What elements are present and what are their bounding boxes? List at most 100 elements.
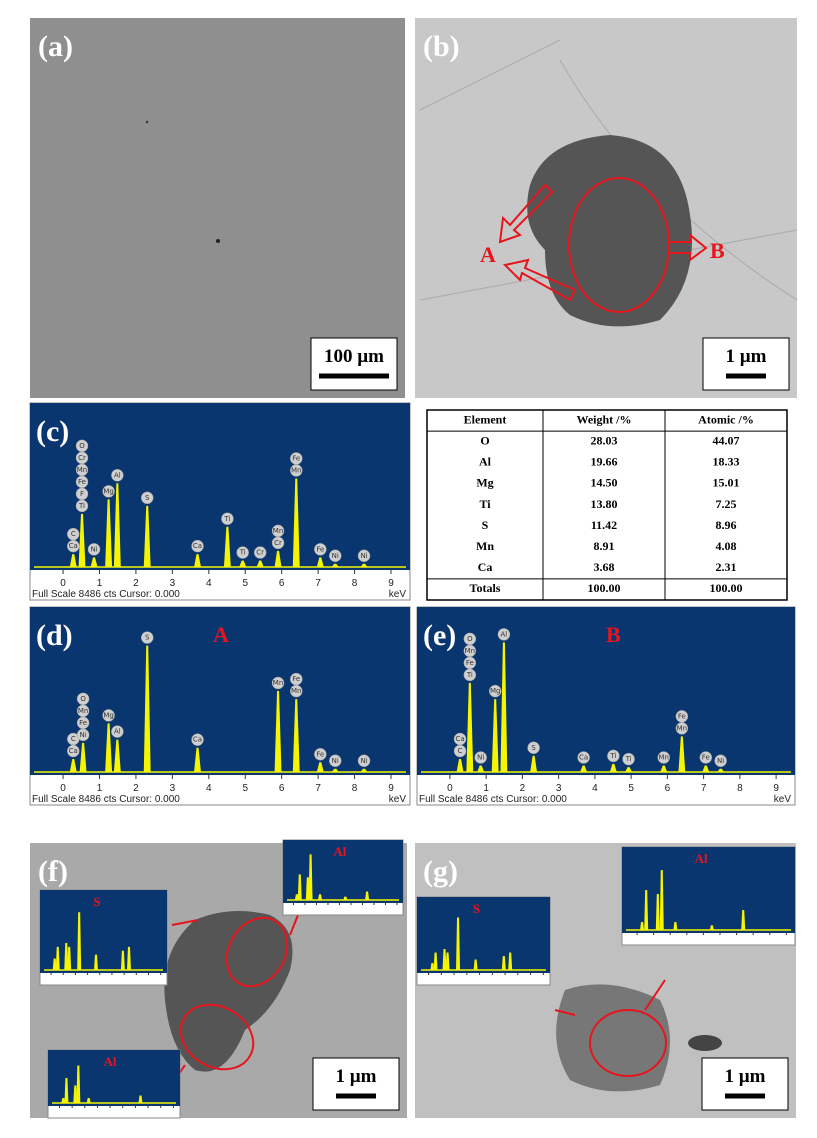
peak (508, 952, 513, 970)
x-tick-label: 7 (315, 783, 321, 794)
peak-label: Ni (332, 757, 339, 765)
peak (256, 560, 264, 567)
spectrum-plot (622, 847, 795, 933)
spectrum-footer: Full Scale 8486 cts Cursor: 0.000 (32, 794, 180, 805)
table-header: Element (464, 412, 507, 426)
x-tick-label: 0 (447, 783, 453, 794)
peak-label: S (531, 744, 536, 752)
peak-label-badge (140, 491, 154, 505)
peak-label-badge (357, 754, 371, 768)
peak (456, 759, 464, 772)
peak-label-badge (271, 676, 285, 690)
peak-label: Fe (702, 754, 710, 762)
peak-label: Ca (69, 747, 78, 755)
peak-label: Cr (274, 539, 282, 547)
peak-label: Fe (316, 750, 324, 758)
x-tick-label: 8 (352, 783, 358, 794)
peak (466, 682, 474, 772)
x-tick-label: 3 (170, 578, 176, 589)
peak-label: Fe (316, 545, 324, 553)
peak (360, 768, 368, 772)
peak-label-badge (271, 536, 285, 550)
arrow (502, 258, 577, 302)
peak (673, 922, 678, 930)
peak-label: Al (114, 728, 121, 736)
peak-label: Ca (193, 736, 202, 744)
peak (331, 768, 339, 772)
table-cell: 100.00 (710, 581, 743, 595)
peak (360, 563, 368, 567)
table-cell: S (482, 518, 489, 532)
peak-label-badge (527, 741, 540, 755)
peak (491, 699, 499, 772)
spectrum-plot (30, 607, 410, 775)
scale-bar-box (701, 1057, 789, 1111)
peak (343, 896, 348, 900)
peak (308, 854, 313, 900)
peak (609, 763, 617, 772)
peak (55, 946, 60, 970)
peak-label: Ni (477, 754, 484, 762)
peak-label: S (145, 634, 150, 642)
peak-label: Ti (239, 549, 246, 557)
peak (365, 891, 370, 900)
analysis-ellipse (589, 1009, 667, 1077)
peak-label: Ni (360, 552, 367, 560)
point-label: B (710, 238, 725, 263)
peak (64, 1078, 69, 1103)
peak (297, 874, 302, 900)
spectrum-plot (417, 607, 795, 775)
spectrum-footer: Full Scale 8486 cts Cursor: 0.000 (32, 589, 180, 600)
peak-label: Ti (609, 752, 616, 760)
scale-bar-box (310, 337, 398, 391)
table-cell: 8.91 (594, 539, 615, 553)
peak (120, 950, 125, 970)
peak-label: Ca (579, 754, 588, 762)
table-header: Atomic /% (698, 412, 754, 426)
peak (678, 736, 686, 772)
x-axis-unit: keV (389, 589, 407, 600)
x-tick-label: 9 (388, 578, 394, 589)
peak-label: Cr (256, 549, 264, 557)
table-cell: O (480, 433, 489, 447)
peak-label: O (467, 635, 473, 643)
peak-label-badge (357, 549, 371, 563)
peak (93, 954, 98, 970)
peak (64, 943, 69, 970)
peak-label: Mn (78, 707, 88, 715)
peak (223, 526, 231, 567)
peak (331, 563, 339, 567)
x-tick-label: 1 (97, 578, 103, 589)
peak (709, 925, 714, 930)
peak-label: S (145, 494, 150, 502)
peak (79, 742, 87, 772)
peak (477, 765, 485, 772)
table-cell: Ca (478, 560, 493, 574)
spectrum-title: A (213, 622, 229, 647)
peak-label: C (71, 530, 76, 538)
arrow (667, 232, 708, 262)
peak-label-badge (67, 744, 80, 758)
peak-label-badge (714, 754, 727, 768)
x-tick-label: 5 (242, 578, 248, 589)
panel-label: (c) (36, 415, 69, 448)
pit (145, 120, 149, 124)
x-tick-label: 1 (483, 783, 489, 794)
table-cell: 13.80 (591, 497, 618, 511)
peak-label: Cr (78, 454, 86, 462)
x-tick-label: 1 (97, 783, 103, 794)
peak (143, 505, 151, 567)
x-tick-label: 6 (665, 783, 671, 794)
peak-label: O (79, 442, 85, 450)
peak (113, 483, 121, 567)
x-tick-label: 7 (701, 783, 707, 794)
peak (78, 513, 86, 567)
peak-label: Ti (625, 755, 632, 763)
peak-label-badge (236, 546, 249, 559)
peak-label: Mn (273, 679, 283, 687)
spectrum-plot (40, 890, 167, 973)
analysis-ellipse (179, 1003, 255, 1071)
peak (105, 499, 113, 567)
peak-label-badge (290, 464, 303, 477)
